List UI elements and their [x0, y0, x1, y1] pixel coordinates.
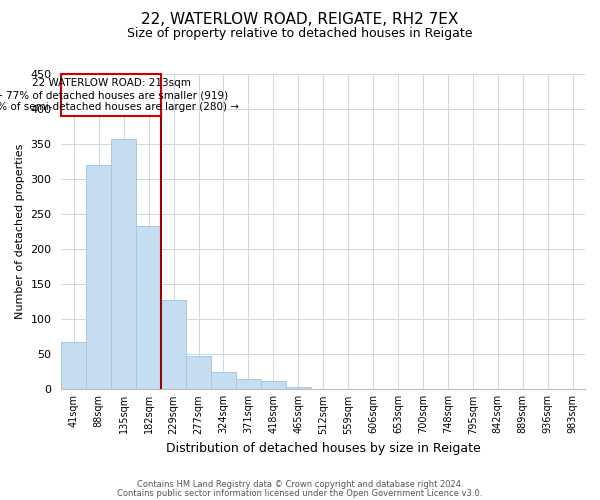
- FancyBboxPatch shape: [61, 74, 161, 116]
- Bar: [136, 226, 161, 390]
- Bar: [261, 381, 286, 390]
- Bar: [311, 388, 335, 390]
- Y-axis label: Number of detached properties: Number of detached properties: [15, 144, 25, 320]
- Bar: [161, 300, 186, 390]
- Text: Contains public sector information licensed under the Open Government Licence v3: Contains public sector information licen…: [118, 488, 482, 498]
- Bar: [61, 342, 86, 390]
- Bar: [286, 386, 311, 390]
- Bar: [211, 372, 236, 390]
- X-axis label: Distribution of detached houses by size in Reigate: Distribution of detached houses by size …: [166, 442, 481, 455]
- Text: 22 WATERLOW ROAD: 213sqm
← 77% of detached houses are smaller (919)
23% of semi-: 22 WATERLOW ROAD: 213sqm ← 77% of detach…: [0, 78, 239, 112]
- Bar: [236, 379, 261, 390]
- Text: 22, WATERLOW ROAD, REIGATE, RH2 7EX: 22, WATERLOW ROAD, REIGATE, RH2 7EX: [142, 12, 458, 28]
- Text: Size of property relative to detached houses in Reigate: Size of property relative to detached ho…: [127, 28, 473, 40]
- Bar: [111, 139, 136, 390]
- Bar: [186, 356, 211, 390]
- Bar: [86, 165, 111, 390]
- Bar: [436, 388, 460, 390]
- Text: Contains HM Land Registry data © Crown copyright and database right 2024.: Contains HM Land Registry data © Crown c…: [137, 480, 463, 489]
